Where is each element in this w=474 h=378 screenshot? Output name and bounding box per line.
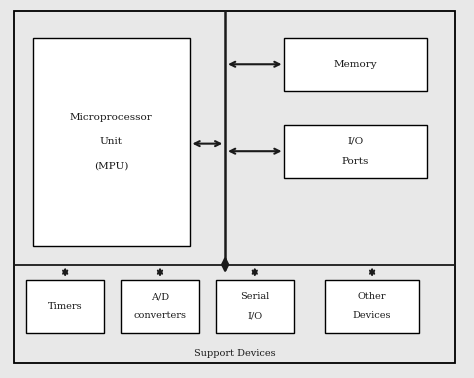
- Text: Other: Other: [358, 292, 386, 301]
- Text: (MPU): (MPU): [94, 162, 128, 171]
- Text: I/O: I/O: [347, 136, 364, 145]
- Text: Microprocessor: Microprocessor: [70, 113, 153, 122]
- Text: I/O: I/O: [247, 311, 262, 320]
- Text: converters: converters: [134, 311, 186, 320]
- Bar: [216, 280, 294, 333]
- Text: Support Devices: Support Devices: [194, 349, 275, 358]
- Bar: [284, 38, 427, 91]
- Text: Ports: Ports: [342, 157, 369, 166]
- Text: A/D: A/D: [151, 292, 169, 301]
- Bar: [33, 38, 190, 246]
- Bar: [325, 280, 419, 333]
- Text: Unit: Unit: [100, 137, 123, 146]
- Text: Timers: Timers: [48, 302, 82, 311]
- Text: Devices: Devices: [353, 311, 392, 320]
- Bar: [26, 280, 104, 333]
- Bar: [284, 125, 427, 178]
- Text: Serial: Serial: [240, 292, 269, 301]
- Bar: [121, 280, 199, 333]
- Text: Memory: Memory: [334, 60, 377, 69]
